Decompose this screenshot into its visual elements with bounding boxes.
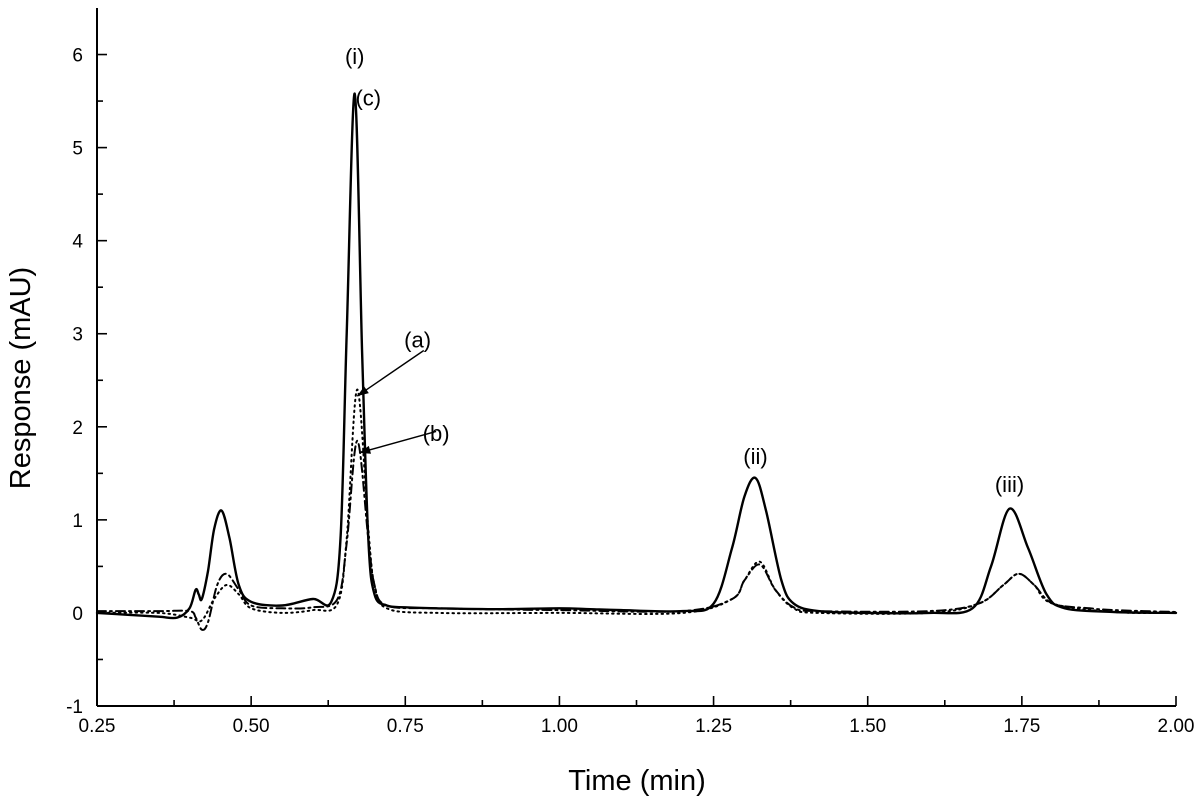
x-tick-label: 1.50: [849, 716, 886, 737]
annotation-label: (ii): [743, 444, 767, 469]
series-group: [95, 92, 1178, 631]
y-tick-label: 6: [72, 46, 83, 67]
x-tick-label: 1.00: [541, 716, 578, 737]
series-line-c: [95, 92, 1178, 620]
series-line-a: [96, 388, 1177, 623]
y-tick-label: 3: [72, 325, 83, 346]
ticks: 0.25 0.50 0.75 1.00 1.25 1.50 1.75 2.00 -1 0 1 2 3 4 5…: [66, 46, 1194, 737]
y-tick-label: 4: [72, 232, 83, 253]
y-tick-label: 2: [72, 418, 83, 439]
series-line-b: [96, 439, 1177, 631]
y-axis-title: Response (mAU): [5, 267, 37, 489]
annotation-arrow: [358, 430, 437, 454]
arrowhead: [359, 445, 372, 454]
x-tick-label: 0.25: [79, 716, 116, 737]
y-tick-label: 5: [72, 139, 83, 160]
y-tick-label: -1: [66, 697, 83, 718]
annotation-label: (b): [423, 421, 450, 446]
annotation-label: (i): [345, 44, 365, 69]
annotation-label: (iii): [995, 472, 1024, 497]
annotations: (i) (c) (a) (b) (ii) (iii): [345, 44, 1024, 497]
x-tick-label: 0.75: [387, 716, 424, 737]
x-axis-title: Time (min): [568, 765, 705, 797]
x-tick-label: 2.00: [1158, 716, 1195, 737]
y-tick-label: 1: [72, 511, 83, 532]
x-tick-label: 1.75: [1003, 716, 1040, 737]
annotation-arrow: [356, 349, 425, 397]
annotation-label: (a): [404, 328, 431, 353]
x-tick-label: 1.25: [695, 716, 732, 737]
x-tick-label: 0.50: [233, 716, 270, 737]
arrowhead: [357, 386, 369, 397]
annotation-label: (c): [355, 86, 381, 111]
axes: [96, 8, 1176, 707]
y-tick-label: 0: [72, 604, 83, 625]
